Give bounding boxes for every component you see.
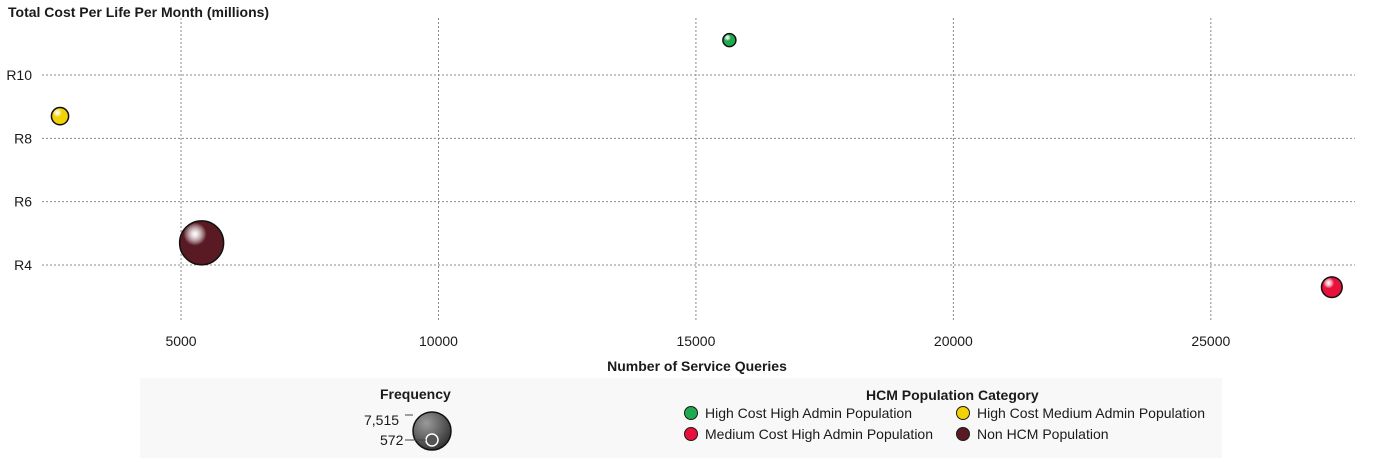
size-legend-title: Frequency xyxy=(380,386,451,402)
y-axis-ticks: R4 R6 R8 R10 xyxy=(6,67,32,273)
y-tick-label: R4 xyxy=(14,257,32,273)
legend-dot-red xyxy=(684,427,698,441)
x-axis-ticks: 5000 10000 15000 20000 25000 xyxy=(165,333,1230,349)
x-tick-label: 5000 xyxy=(165,333,196,349)
y-tick-label: R10 xyxy=(6,67,32,83)
legend-item-non-hcm[interactable]: Non HCM Population xyxy=(956,426,1109,442)
data-point[interactable] xyxy=(50,106,70,126)
size-legend-bubbles xyxy=(405,411,452,451)
legend-item-high-cost-high-admin[interactable]: High Cost High Admin Population xyxy=(684,405,912,421)
x-tick-label: 20000 xyxy=(934,333,973,349)
category-legend-title: HCM Population Category xyxy=(866,387,1039,403)
x-tick-label: 15000 xyxy=(676,333,715,349)
data-point[interactable] xyxy=(722,32,737,48)
legend-dot-maroon xyxy=(956,427,970,441)
x-tick-label: 10000 xyxy=(419,333,458,349)
size-legend-min-bubble xyxy=(425,433,439,447)
y-tick-label: R8 xyxy=(14,130,32,146)
legend-label: High Cost Medium Admin Population xyxy=(977,405,1206,421)
x-axis-title: Number of Service Queries xyxy=(607,358,787,374)
legend-dot-green xyxy=(684,406,698,420)
y-axis-title: Total Cost Per Life Per Month (millions) xyxy=(8,4,270,20)
y-tick-label: R6 xyxy=(14,194,32,210)
size-legend-min-label: 572 xyxy=(380,432,404,448)
data-points xyxy=(50,32,1343,299)
size-legend-max-label: 7,515 xyxy=(364,412,400,428)
data-point[interactable] xyxy=(1320,276,1343,299)
data-point[interactable] xyxy=(178,220,225,266)
legend-panel xyxy=(140,378,1222,458)
legend-label: Non HCM Population xyxy=(977,426,1109,442)
legend-label: Medium Cost High Admin Population xyxy=(705,426,934,442)
grid xyxy=(42,18,1355,322)
legend-label: High Cost High Admin Population xyxy=(705,405,913,421)
legend-item-high-cost-medium-admin[interactable]: High Cost Medium Admin Population xyxy=(956,405,1205,421)
x-tick-label: 25000 xyxy=(1191,333,1230,349)
legend-item-medium-cost-high-admin[interactable]: Medium Cost High Admin Population xyxy=(684,426,933,442)
legend-dot-yellow xyxy=(956,406,970,420)
